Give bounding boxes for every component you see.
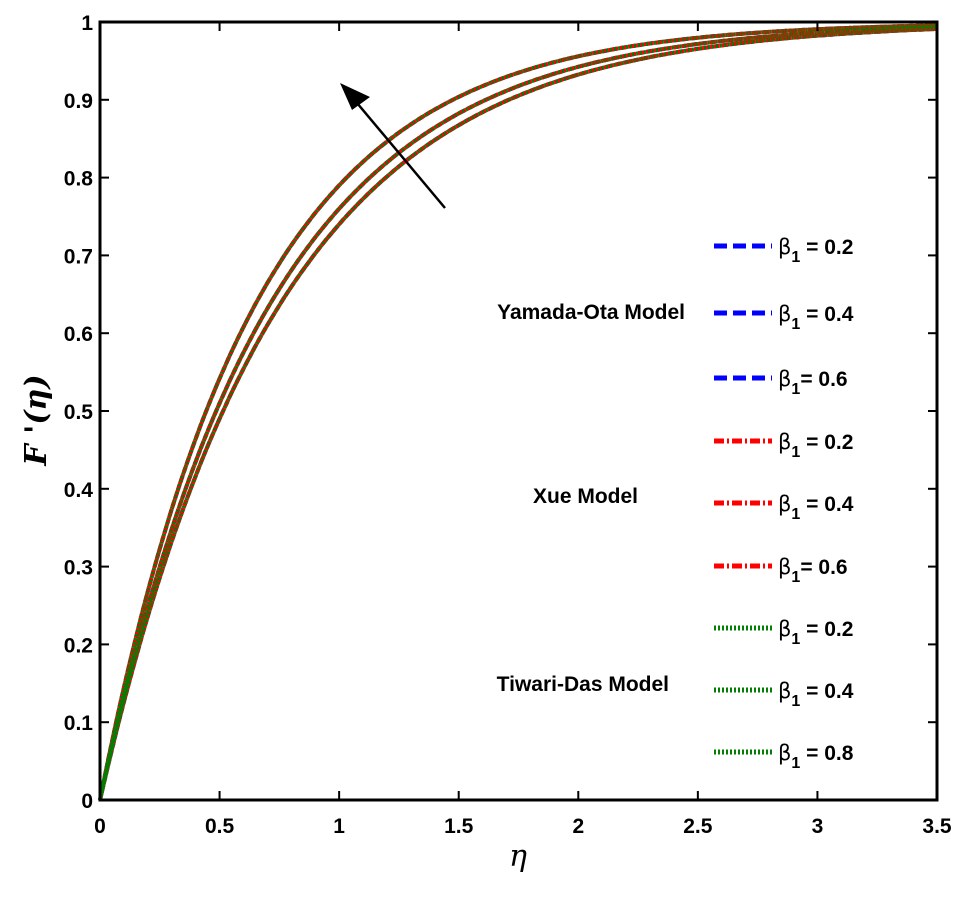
legend-entry-label: β1 = 0.4 — [778, 492, 854, 523]
y-tick-label: 0 — [81, 790, 93, 813]
y-tick-label: 0.1 — [64, 712, 94, 735]
series-line — [98, 27, 938, 801]
legend-entry-label: β1 = 0.4 — [778, 302, 854, 333]
legend-entry-label: β1 = 0.8 — [778, 741, 854, 772]
x-tick-label: 3 — [812, 815, 824, 838]
y-tick-label: 0.8 — [64, 168, 94, 191]
x-tick-label: 2.5 — [683, 815, 713, 838]
legend-entry-label: β1 = 0.2 — [778, 617, 853, 648]
y-axis-ticks: 0 0.1 0.2 0.3 0.4 0.5 0.6 0.7 0.8 0.9 1 — [64, 12, 937, 813]
y-tick-label: 0.6 — [64, 323, 93, 346]
legend-entry-label: β1= 0.6 — [778, 555, 848, 586]
y-tick-label: 0.5 — [64, 401, 94, 424]
x-axis-label: η — [509, 839, 527, 874]
legend-entry-label: β1= 0.6 — [778, 367, 848, 398]
y-axis-label: F '(η) — [19, 374, 54, 466]
x-tick-label: 3.5 — [922, 815, 952, 838]
increase-arrow — [340, 83, 446, 209]
legend-entry-label: β1 = 0.4 — [778, 679, 854, 710]
x-axis-ticks: 0 0.5 1 1.5 2 2.5 3 3.5 — [94, 22, 952, 838]
y-tick-label: 0.3 — [64, 557, 93, 580]
y-tick-label: 0.7 — [64, 245, 93, 268]
legend-entry-label: β1 = 0.2 — [778, 430, 853, 461]
series-line — [98, 27, 938, 801]
legend-model-label: Xue Model — [533, 485, 638, 508]
legend-model-label: Yamada-Ota Model — [497, 301, 685, 324]
x-tick-label: 1.5 — [444, 815, 474, 838]
legend-model-label: Tiwari-Das Model — [497, 673, 669, 696]
y-tick-label: 0.2 — [64, 634, 93, 657]
curves — [98, 23, 938, 801]
legend: β1 = 0.2 β1 = 0.4 β1= 0.6 β1 = 0.2 β1 = 0.4 β… — [497, 235, 854, 772]
arrow-head-icon — [340, 83, 370, 110]
y-tick-label: 1 — [81, 12, 93, 35]
legend-entry-label: β1 = 0.2 — [778, 235, 853, 266]
x-tick-label: 1 — [333, 815, 345, 838]
x-tick-label: 0.5 — [205, 815, 235, 838]
y-tick-label: 0.4 — [64, 479, 94, 502]
x-tick-label: 2 — [572, 815, 584, 838]
x-tick-label: 0 — [94, 815, 106, 838]
y-tick-label: 0.9 — [64, 90, 93, 113]
series-line — [98, 23, 938, 801]
series-line — [98, 25, 938, 801]
